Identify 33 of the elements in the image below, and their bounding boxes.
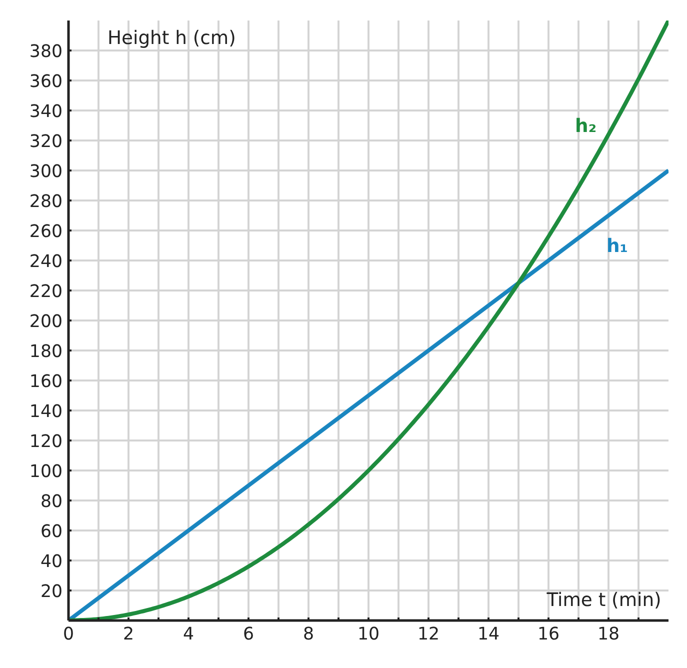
y-tick-label: 380: [29, 42, 63, 62]
x-tick-label: 6: [242, 624, 254, 644]
y-tick-label: 120: [29, 432, 63, 452]
x-tick-label: 18: [597, 624, 620, 644]
x-tick-label: 10: [357, 624, 380, 644]
y-tick-label: 40: [40, 552, 63, 572]
y-tick-label: 320: [29, 132, 63, 152]
y-tick-label: 140: [29, 402, 63, 422]
y-tick-label: 100: [29, 462, 63, 482]
x-tick-label: 8: [302, 624, 314, 644]
series-label: h₁: [606, 236, 628, 257]
y-tick-label: 80: [40, 492, 63, 512]
y-tick-label: 60: [40, 522, 63, 542]
y-tick-label: 280: [29, 192, 63, 212]
y-tick-label: 200: [29, 312, 63, 332]
x-tick-label: 16: [537, 624, 560, 644]
y-tick-label: 220: [29, 282, 63, 302]
y-tick-label: 340: [29, 102, 63, 122]
x-tick-label: 2: [122, 624, 134, 644]
x-tick-label: 14: [477, 624, 500, 644]
x-axis-title: Time t (min): [546, 590, 662, 611]
y-tick-label: 300: [29, 162, 63, 182]
y-axis-title: Height h (cm): [108, 28, 236, 49]
x-tick-label: 0: [62, 624, 74, 644]
y-tick-label: 180: [29, 342, 63, 362]
y-tick-label: 20: [40, 582, 63, 602]
y-tick-label: 160: [29, 372, 63, 392]
y-tick-label: 260: [29, 222, 63, 242]
x-tick-label: 12: [417, 624, 440, 644]
x-tick-label: 4: [182, 624, 194, 644]
y-tick-label: 360: [29, 72, 63, 92]
y-tick-label: 240: [29, 252, 63, 272]
series-label: h₂: [575, 116, 596, 137]
